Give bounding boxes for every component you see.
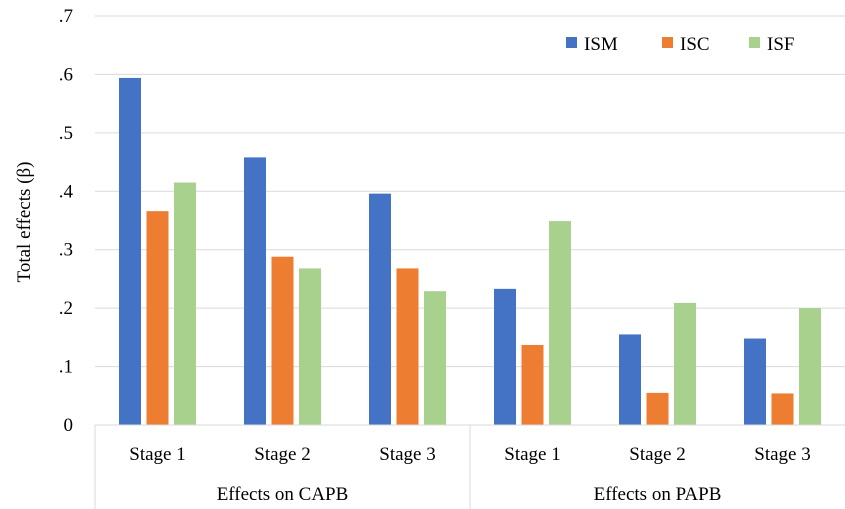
- x-category-label: Stage 1: [504, 444, 560, 465]
- legend-swatch-isc: [662, 37, 673, 48]
- legend-label: ISM: [584, 34, 618, 55]
- y-tick-label: .7: [59, 6, 73, 27]
- x-category-label: Stage 1: [129, 444, 185, 465]
- gridlines: [95, 15, 845, 368]
- y-tick-label: .4: [59, 181, 74, 202]
- bar-isc: [146, 211, 169, 425]
- x-group-label: Effects on PAPB: [594, 484, 722, 505]
- y-tick-label: .1: [59, 357, 73, 378]
- legend-label: ISF: [767, 34, 794, 55]
- y-axis-ticks: 0 .1 .2 .3 .4 .5 .6 .7: [59, 6, 74, 436]
- y-tick-label: .3: [59, 240, 73, 261]
- y-tick-label: 0: [64, 415, 74, 436]
- bar-isf: [174, 182, 196, 425]
- y-axis-title: Total effects (β): [14, 162, 35, 283]
- x-axis: [94, 424, 845, 509]
- bar-isc: [271, 256, 294, 425]
- y-tick-label: .2: [59, 298, 73, 319]
- bar-isc: [646, 392, 669, 425]
- legend: ISM ISC ISF: [566, 34, 794, 55]
- bar-isc: [521, 344, 544, 425]
- x-axis-category-labels: Stage 1 Stage 2 Stage 3 Stage 1 Stage 2 Stage…: [129, 444, 810, 465]
- legend-swatch-isf: [749, 37, 760, 48]
- legend-swatch-ism: [566, 37, 577, 48]
- x-category-label: Stage 3: [379, 444, 435, 465]
- bar-isf: [549, 221, 571, 425]
- bar-isf: [799, 308, 821, 425]
- bar-isf: [674, 302, 696, 425]
- x-group-label: Effects on CAPB: [217, 484, 349, 505]
- x-category-label: Stage 2: [629, 444, 685, 465]
- bar-isf: [424, 291, 446, 425]
- bar-ism: [244, 157, 266, 425]
- x-axis-group-labels: Effects on CAPB Effects on PAPB: [217, 484, 722, 505]
- bar-isf: [299, 268, 321, 425]
- y-tick-label: .6: [59, 64, 73, 85]
- bar-ism: [494, 288, 516, 425]
- bar-ism: [619, 334, 641, 425]
- y-tick-label: .5: [59, 123, 73, 144]
- bar-ism: [369, 193, 391, 425]
- bar-ism: [744, 338, 766, 425]
- x-category-label: Stage 2: [254, 444, 310, 465]
- bars: [119, 77, 821, 425]
- bar-isc: [396, 268, 419, 425]
- legend-label: ISC: [680, 34, 710, 55]
- bar-ism: [119, 77, 141, 425]
- bar-isc: [771, 393, 794, 425]
- x-category-label: Stage 3: [754, 444, 810, 465]
